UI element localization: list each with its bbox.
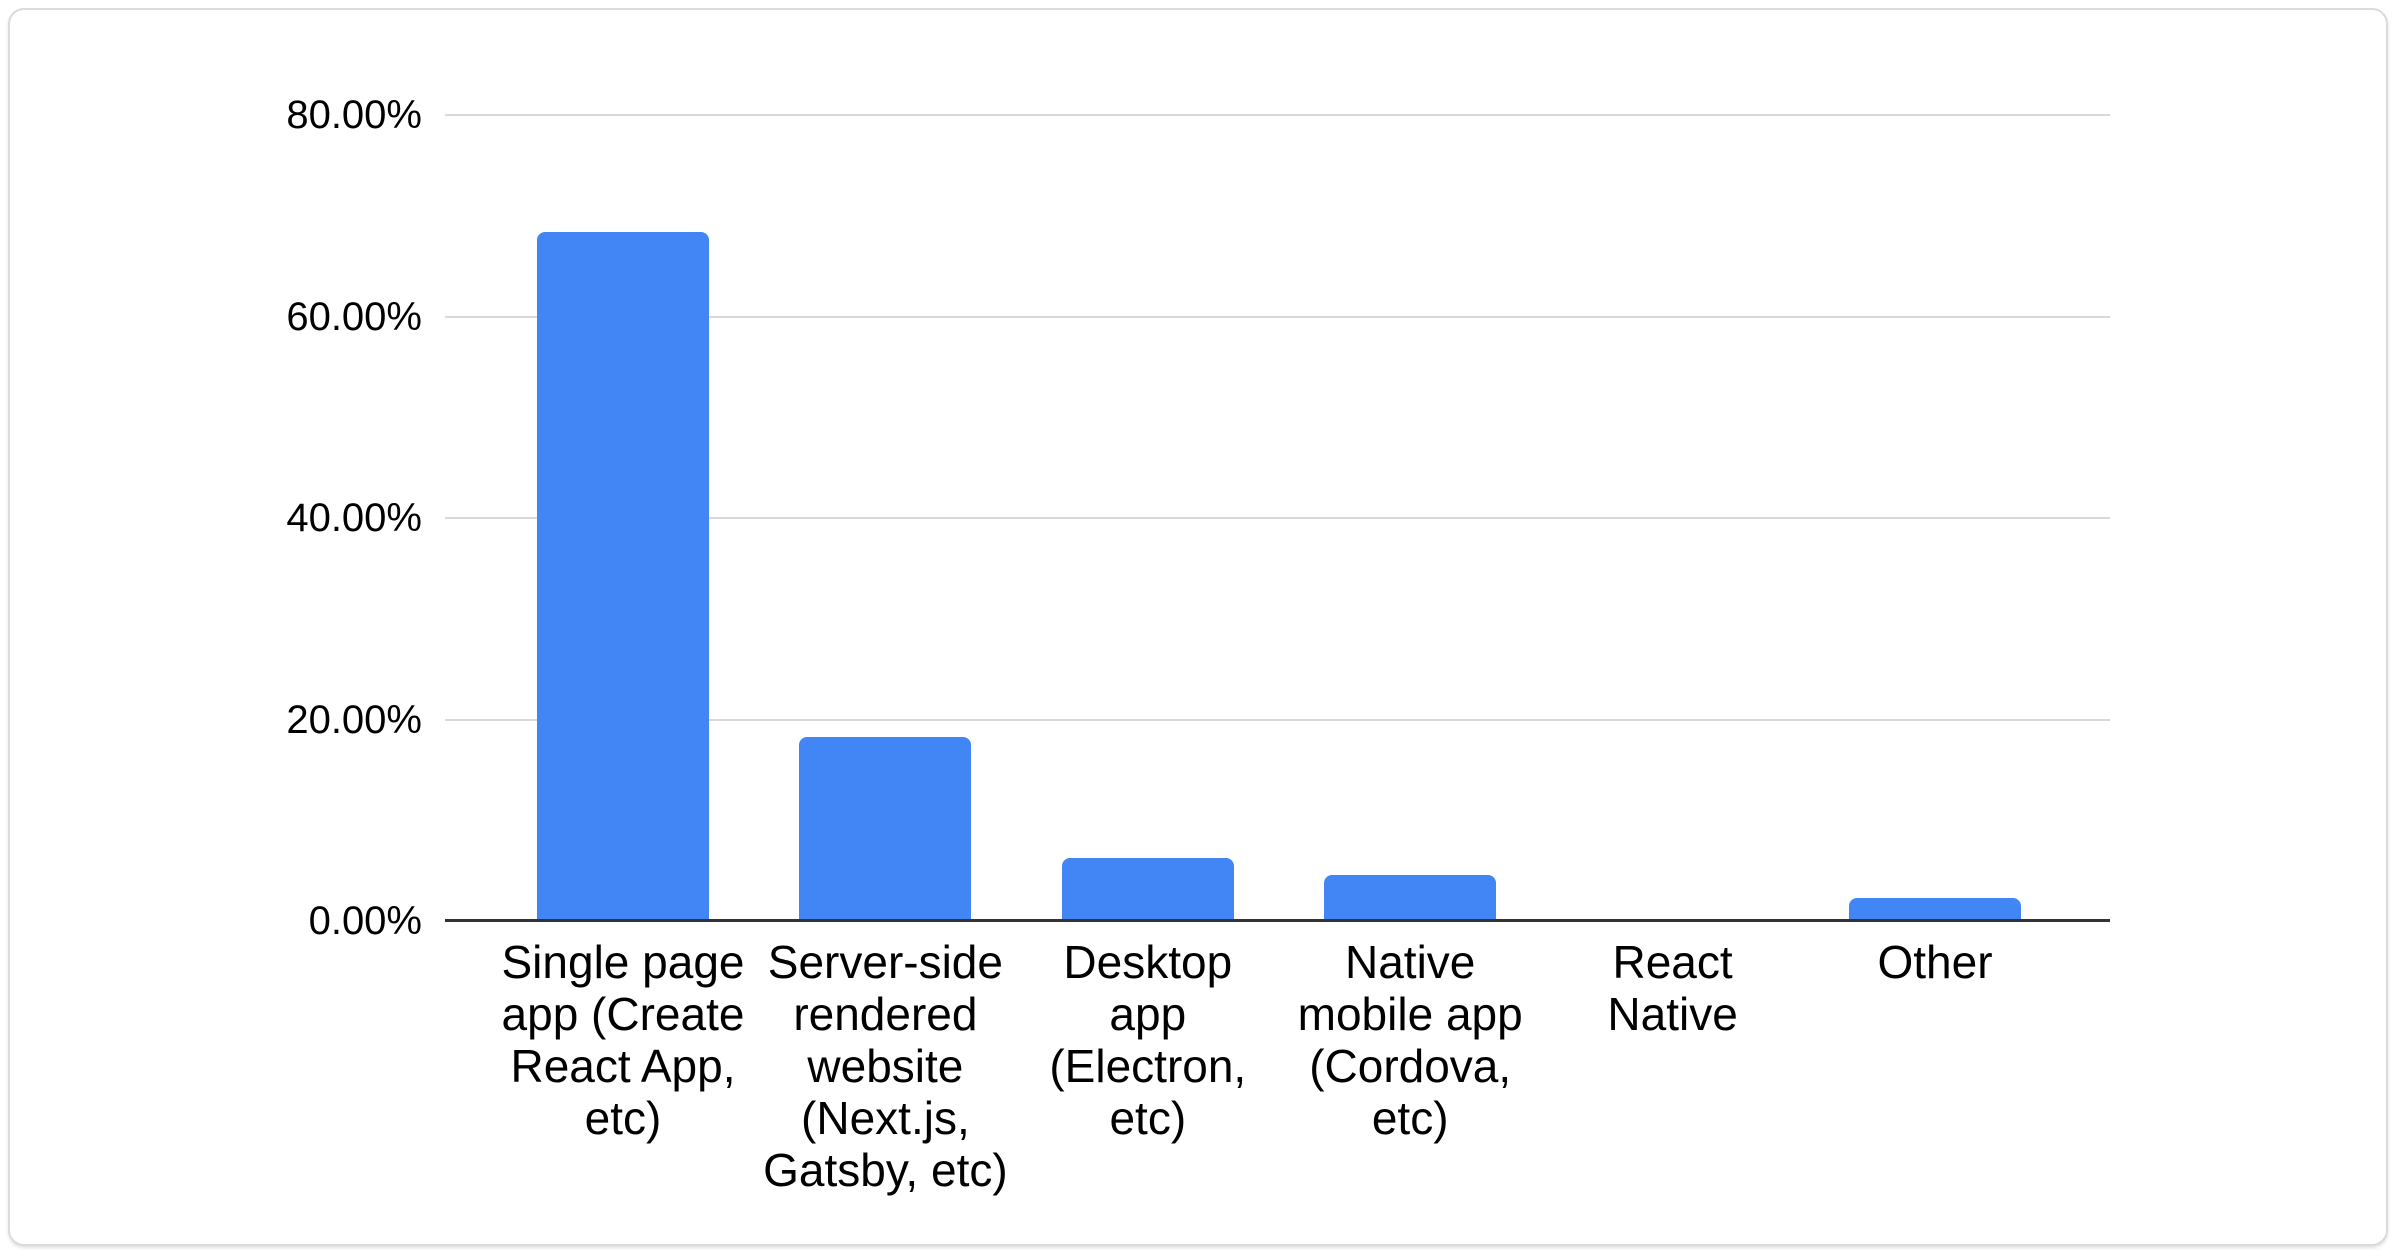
gridline-60 (445, 315, 2110, 318)
bar-1 (537, 231, 709, 921)
x-axis-line (445, 919, 2110, 922)
y-axis-tick-label: 60.00% (286, 294, 422, 339)
gridline-20 (445, 718, 2110, 721)
x-axis-category-label: Native mobile app (Cordova, etc) (1297, 936, 1523, 1144)
x-axis-category-label: React Native (1607, 936, 1738, 1040)
y-axis-tick-label: 20.00% (286, 697, 422, 742)
bar-2 (799, 736, 972, 921)
y-axis-tick-label: 40.00% (286, 496, 422, 540)
bar-4 (1324, 874, 1497, 921)
gridline-40 (445, 517, 2110, 519)
x-axis-category-label: Server-side rendered website (Next.js, G… (763, 936, 1008, 1196)
bar-chart-plot-area (445, 114, 2110, 922)
bar-6 (1849, 897, 2021, 921)
chart-card (8, 8, 2388, 1246)
y-axis-tick-label: 80.00% (286, 93, 422, 137)
x-axis-category-label: Other (1877, 936, 1993, 988)
gridline-80 (445, 114, 2110, 116)
bar-3 (1061, 857, 1234, 921)
x-axis-category-label: Desktop app (Electron, etc) (1049, 936, 1247, 1144)
y-axis-tick-label: 0.00% (308, 899, 422, 943)
x-axis-category-label: Single page app (Create React App, etc) (501, 936, 745, 1144)
